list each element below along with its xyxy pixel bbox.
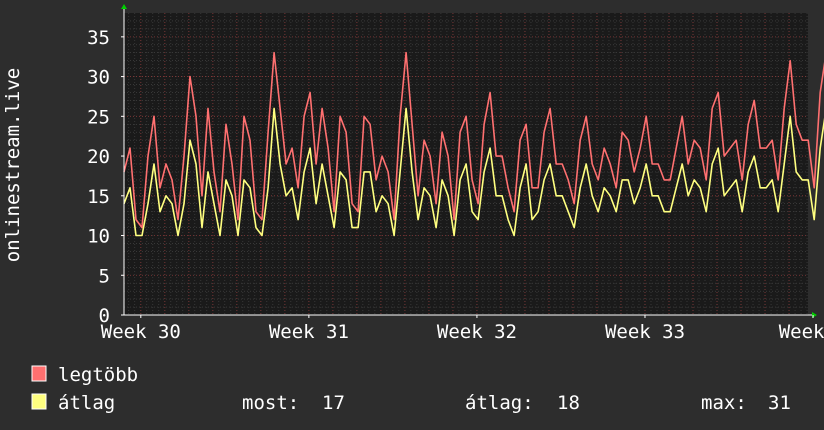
x-tick-label: Week 31 <box>269 321 349 343</box>
y-tick-label: 20 <box>87 146 110 168</box>
stat-max-label: max: <box>701 392 747 414</box>
y-tick-label: 25 <box>87 106 110 128</box>
stat-most-label: most: <box>242 392 299 414</box>
series-line-atlag <box>123 107 824 237</box>
x-tick-label: Week 3 <box>779 321 824 343</box>
y-tick-label: 5 <box>99 265 110 287</box>
stat-most-value: 17 <box>322 392 345 414</box>
y-tick-label: 35 <box>87 27 110 49</box>
legend-swatch-legtobb <box>31 365 47 382</box>
stat-atlag-value: 18 <box>557 392 580 414</box>
stat-atlag-label: átlag: <box>465 392 534 414</box>
y-tick-label: 10 <box>87 226 110 248</box>
legend-label-legtobb: legtöbb <box>58 364 138 386</box>
y-axis-arrow <box>121 4 127 9</box>
legend-swatch-atlag <box>31 393 47 410</box>
series-line-legtobb <box>123 51 824 229</box>
stats: most: 17 átlag: 18 max: 31 <box>242 392 791 414</box>
y-tick-label: 15 <box>87 186 110 208</box>
legend-label-atlag: átlag <box>58 392 115 414</box>
y-tick-label: 30 <box>87 67 110 89</box>
y-axis-label: onlinestream.live <box>2 68 24 262</box>
x-tick-label: Week 32 <box>437 321 517 343</box>
x-tick-label: Week 30 <box>101 321 181 343</box>
x-tick-label: Week 33 <box>605 321 685 343</box>
series-layer <box>123 51 824 237</box>
x-ticks: Week 30 Week 31 Week 32 Week 33 Week 3 <box>101 315 824 343</box>
stat-max-value: 31 <box>768 392 791 414</box>
y-tick-label: 0 <box>99 305 110 327</box>
axes <box>121 4 817 318</box>
y-ticks: 0 5 10 15 20 25 30 35 <box>87 27 124 327</box>
legend: legtöbb átlag <box>31 364 138 414</box>
